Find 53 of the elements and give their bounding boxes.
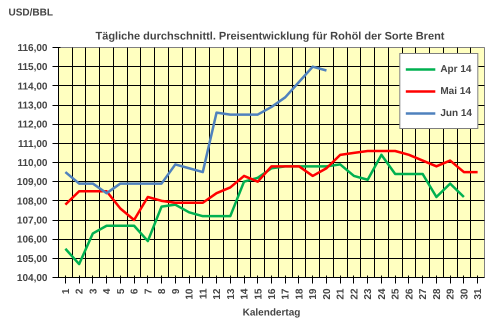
x-tick-label: 4 — [102, 288, 114, 294]
x-tick-label: 24 — [376, 288, 388, 300]
y-tick-label: 115,00 — [17, 62, 48, 74]
x-tick-label: 9 — [170, 288, 182, 294]
x-tick-label: 15 — [253, 288, 264, 300]
y-tick-label: 116,00 — [17, 43, 48, 54]
y-axis-title: USD/BBL — [8, 8, 53, 18]
x-axis-title: Kalendertag — [242, 308, 300, 319]
x-tick-label: 31 — [473, 288, 484, 300]
x-tick-label: 12 — [212, 288, 224, 300]
y-tick-label: 107,00 — [16, 216, 48, 226]
x-tick-label: 1 — [60, 288, 72, 294]
y-tick-label: 114,00 — [17, 81, 48, 92]
x-tick-label: 6 — [130, 288, 141, 294]
legend-label: Apr 14 — [440, 63, 472, 75]
x-tick-label: 18 — [294, 288, 306, 300]
x-tick-label: 20 — [322, 288, 333, 300]
chart-title: Tägliche durchschnittl. Preisentwicklung für Rohöl der Sorte Brent — [95, 30, 445, 42]
y-tick-label: 104,00 — [16, 273, 48, 284]
x-tick-label: 30 — [459, 288, 470, 300]
x-tick-label: 21 — [336, 288, 347, 300]
x-tick-label: 7 — [143, 288, 154, 294]
y-tick-label: 108,00 — [16, 196, 48, 208]
x-tick-label: 27 — [418, 288, 430, 300]
x-tick-label: 26 — [404, 288, 416, 300]
y-tick-label: 111,00 — [18, 138, 48, 150]
y-tick-label: 110,00 — [17, 158, 48, 169]
x-tick-label: 10 — [184, 288, 196, 300]
y-tick-label: 113,00 — [17, 100, 48, 112]
y-tick-label: 105,00 — [16, 254, 48, 265]
x-tick-label: 16 — [267, 288, 278, 300]
y-tick-label: 109,00 — [16, 177, 48, 188]
x-tick-label: 14 — [240, 288, 251, 300]
x-tick-label: 3 — [88, 288, 100, 294]
x-tick-label: 22 — [349, 288, 360, 300]
line-series — [64, 65, 328, 194]
line-series — [64, 154, 466, 266]
y-tick-label: 112,00 — [17, 120, 48, 131]
x-tick-label: 19 — [308, 288, 320, 300]
x-tick-label: 2 — [74, 288, 86, 294]
x-tick-label: 17 — [280, 288, 292, 300]
line-series — [64, 150, 479, 222]
x-tick-label: 25 — [390, 288, 402, 300]
x-tick-label: 28 — [432, 288, 443, 300]
legend-label: Mai 14 — [440, 85, 471, 97]
x-tick-label: 5 — [116, 288, 127, 294]
y-tick-label: 106,00 — [16, 234, 48, 246]
x-tick-label: 23 — [363, 288, 374, 300]
x-tick-label: 8 — [157, 288, 168, 294]
legend-label: Jun 14 — [440, 107, 472, 119]
x-tick-label: 11 — [198, 288, 210, 300]
x-tick-label: 29 — [446, 288, 457, 300]
x-tick-label: 13 — [226, 288, 237, 300]
